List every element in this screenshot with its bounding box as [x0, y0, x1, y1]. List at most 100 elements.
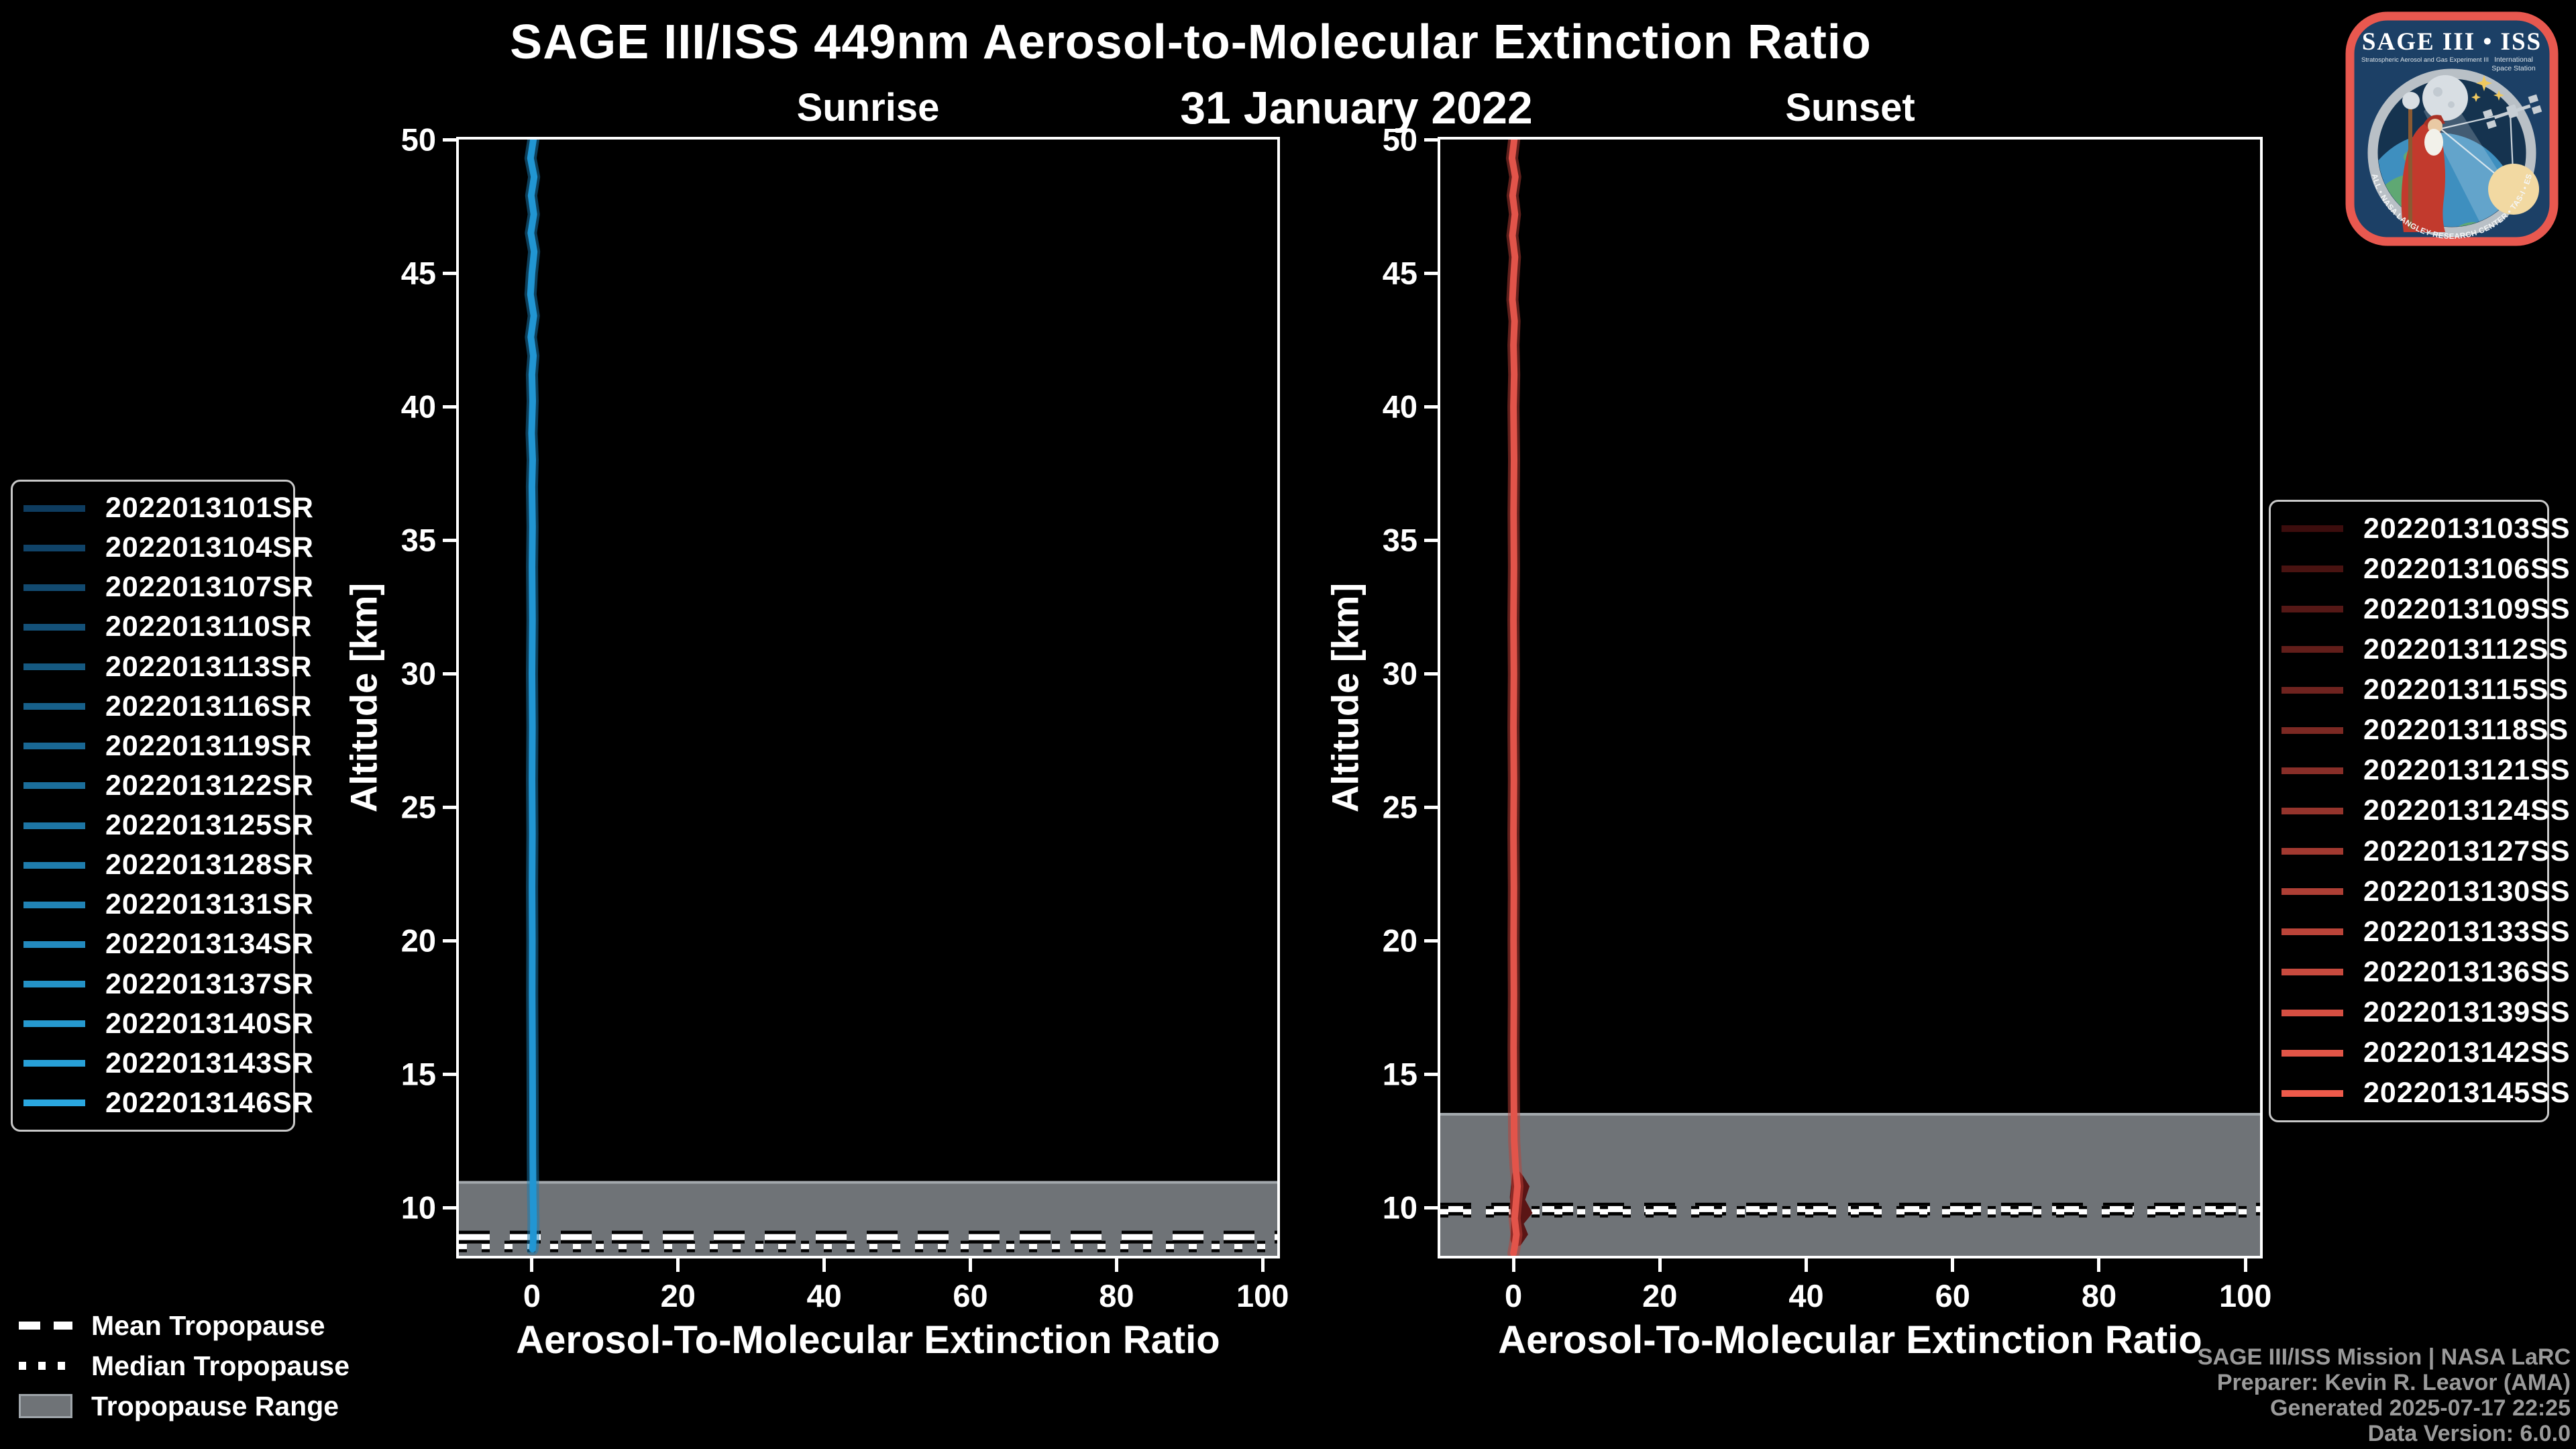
legend-item: 2022013137SR [13, 968, 313, 1001]
legend-line-sample [23, 1060, 85, 1067]
x-axis-tick [1951, 1256, 1955, 1272]
legend-item-label: 2022013145SS [2363, 1077, 2571, 1110]
legend-line-sample [2282, 1009, 2343, 1016]
legend-sunset-events: 2022013103SS 2022013106SS 2022013109SS 2022… [2269, 500, 2570, 1122]
legend-item: 2022013104SR [13, 531, 313, 564]
legend-line-sample [23, 782, 85, 790]
legend-line-sample [23, 584, 85, 591]
tropopause-range-band [1440, 1114, 2260, 1256]
logo-title: SAGE III • ISS [2362, 28, 2542, 56]
y-axis-tick-label: 10 [400, 1189, 436, 1226]
y-axis-tick-label: 20 [400, 922, 436, 959]
moon-crater [2448, 101, 2455, 108]
y-axis-tick-label: 25 [400, 789, 436, 825]
legend-item: 2022013118SS [2271, 714, 2568, 747]
logo-subtitle-left: Stratospheric Aerosol and Gas Experiment… [2361, 56, 2489, 64]
legend-item-label: 2022013136SS [2363, 955, 2571, 988]
legend-line-sample [2282, 686, 2343, 694]
moon-icon [2422, 75, 2468, 121]
legend-item-label: 2022013101SR [105, 492, 314, 525]
median-tropopause-label: Median Tropopause [91, 1350, 350, 1381]
legend-item-label: 2022013131SR [105, 888, 314, 921]
median-tropopause-key-icon [19, 1362, 72, 1370]
legend-item-label: 2022013124SS [2363, 794, 2571, 827]
y-axis-tick [1424, 138, 1440, 142]
legend-line-sample [23, 1099, 85, 1107]
legend-item: 2022013116SR [13, 690, 312, 723]
x-axis-tick-label: 40 [806, 1278, 842, 1313]
legend-item-label: 2022013137SR [105, 967, 314, 1000]
x-axis-tick-label: 20 [1642, 1278, 1678, 1313]
x-axis-tick-label: 60 [953, 1278, 988, 1313]
tropopause-legend: Mean Tropopause Median Tropopause Tropop… [19, 1305, 350, 1426]
legend-item: 2022013131SR [13, 888, 313, 921]
footer-data-version: Data Version: 6.0.0 [2367, 1421, 2571, 1446]
legend-item: 2022013107SR [13, 571, 313, 604]
y-axis-tick-label: 45 [1382, 255, 1417, 291]
legend-item-label: 2022013133SS [2363, 915, 2571, 948]
x-axis-tick-label: 20 [660, 1278, 696, 1313]
y-axis-tick [443, 672, 459, 676]
x-axis-tick [822, 1256, 826, 1272]
y-axis-tick [443, 938, 459, 943]
legend-line-sample [2282, 807, 2343, 814]
x-axis-tick [1511, 1256, 1515, 1272]
legend-item-label: 2022013125SR [105, 809, 314, 842]
panel-sunset-title: Sunset [1785, 86, 1915, 129]
legend-item-label: 2022013146SR [105, 1086, 314, 1119]
legend-line-sample [2282, 525, 2343, 533]
x-axis-tick-label: 0 [523, 1278, 541, 1313]
mean-tropopause-key-icon [19, 1322, 72, 1330]
y-axis-tick-label: 35 [1382, 522, 1417, 558]
tropopause-range-label: Tropopause Range [91, 1390, 339, 1421]
legend-line-sample [2282, 888, 2343, 896]
legend-item-label: 2022013106SS [2363, 552, 2571, 585]
x-axis-tick [1260, 1256, 1265, 1272]
mean-tropopause-legend-item: Mean Tropopause [19, 1305, 350, 1346]
legend-item: 2022013113SR [13, 651, 312, 684]
sunset-plot-area [1440, 140, 2260, 1256]
y-axis-tick [1424, 1205, 1440, 1210]
legend-line-sample [2282, 1049, 2343, 1057]
y-axis-tick [443, 271, 459, 275]
legend-item: 2022013119SR [13, 730, 312, 763]
legend-line-sample [23, 941, 85, 948]
legend-line-sample [23, 981, 85, 988]
legend-item-label: 2022013116SR [105, 690, 313, 722]
profile-lines [527, 140, 538, 1252]
legend-item-label: 2022013118SS [2363, 714, 2569, 747]
legend-item-label: 2022013140SR [105, 1007, 314, 1040]
legend-line-sample [23, 1020, 85, 1028]
legend-item: 2022013136SS [2271, 956, 2570, 989]
legend-item-label: 2022013134SR [105, 928, 314, 961]
wizard-figure [2401, 92, 2445, 232]
tropopause-range-band [459, 1182, 1277, 1256]
median-tropopause-legend-item: Median Tropopause [19, 1346, 350, 1386]
legend-line-sample [2282, 566, 2343, 573]
profile-lines [1508, 140, 1521, 1256]
legend-item-label: 2022013139SS [2363, 996, 2571, 1029]
x-axis-tick-label: 100 [2218, 1278, 2272, 1313]
panel-sunrise: Sunrise Aerosol-To-Molecular Extinction … [343, 86, 1289, 1362]
y-axis-tick [443, 538, 459, 542]
sun-icon [2488, 164, 2539, 215]
sunrise-plot-area [459, 140, 1277, 1256]
x-axis-tick [2243, 1256, 2247, 1272]
legend-item-label: 2022013127SS [2363, 835, 2571, 867]
legend-item: 2022013128SR [13, 849, 313, 881]
x-axis-tick [676, 1256, 680, 1272]
x-axis-tick [1114, 1256, 1118, 1272]
x-axis-tick-label: 40 [1788, 1278, 1824, 1313]
legend-line-sample [2282, 606, 2343, 613]
legend-item-label: 2022013115SS [2363, 674, 2569, 706]
legend-item-label: 2022013121SS [2363, 754, 2571, 787]
y-axis-tick [1424, 805, 1440, 809]
legend-line-sample [2282, 969, 2343, 976]
footer-attribution: SAGE III/ISS Mission | NASA LaRC Prepare… [2198, 1344, 2571, 1446]
tropopause-range-key-icon [19, 1394, 72, 1418]
sunset-y-axis-label: Altitude [km] [1324, 582, 1366, 813]
legend-item: 2022013109SS [2271, 593, 2570, 626]
legend-line-sample [23, 504, 85, 512]
y-axis-tick-label: 25 [1382, 789, 1417, 825]
y-axis-tick [1424, 1072, 1440, 1076]
